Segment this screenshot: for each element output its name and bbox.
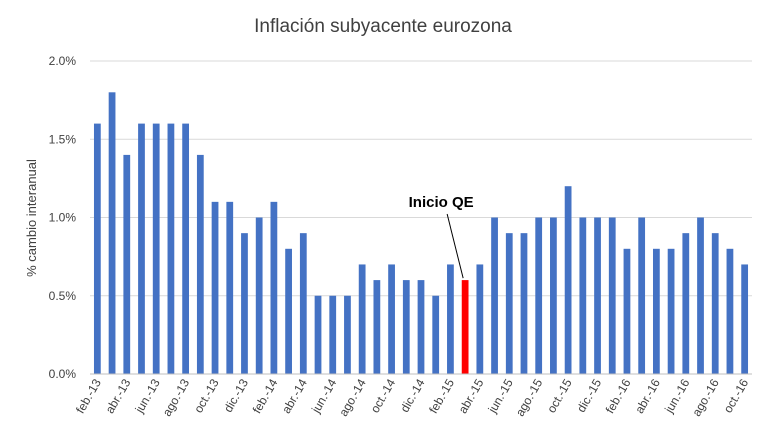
- gridlines: [90, 60, 752, 297]
- bar: [344, 295, 351, 374]
- bar: [196, 154, 204, 374]
- bar: [167, 123, 175, 374]
- bar: [447, 264, 454, 374]
- x-tick-label: feb.-16: [603, 376, 634, 416]
- bar: [491, 217, 498, 374]
- x-tick-label: ago.-13: [160, 376, 193, 419]
- bar: [550, 217, 557, 374]
- x-tick-label: dic.-14: [397, 376, 427, 414]
- x-tick-label: ago.-16: [689, 376, 722, 419]
- bar: [402, 280, 410, 374]
- bar: [476, 264, 484, 374]
- x-tick-label: oct.-16: [721, 376, 752, 415]
- x-tick-label: feb.-15: [426, 376, 457, 416]
- x-tick-label: ago.-15: [513, 376, 546, 419]
- bar: [255, 217, 263, 374]
- bar: [564, 186, 572, 374]
- x-tick-label: oct.-13: [191, 376, 222, 415]
- x-tick-label: dic.-15: [574, 376, 604, 414]
- bar: [299, 233, 307, 374]
- bar: [535, 217, 543, 374]
- x-tick-label: jun.-15: [485, 376, 516, 416]
- x-tick-label: feb.-13: [73, 376, 104, 416]
- bar: [594, 217, 601, 374]
- bar: [152, 123, 160, 374]
- bar: [329, 295, 337, 374]
- bar: [667, 248, 675, 374]
- x-tick-label: jun.-14: [308, 376, 339, 416]
- bar: [623, 248, 631, 374]
- bar: [520, 233, 528, 374]
- y-tick-label: 2.0%: [49, 54, 77, 68]
- bar: [108, 92, 116, 375]
- bars: [93, 92, 749, 375]
- bar: [373, 280, 381, 374]
- bar: [241, 233, 248, 374]
- bar: [123, 154, 131, 374]
- x-tick-label: jun.-16: [661, 376, 692, 416]
- annotation-leader: [446, 213, 464, 279]
- x-tick-label: ago.-14: [336, 376, 369, 419]
- bar: [711, 233, 719, 374]
- bar: [505, 233, 513, 374]
- x-tick-label: abr.-15: [456, 376, 487, 416]
- x-tick-label: dic.-13: [221, 376, 251, 414]
- bar: [388, 264, 395, 374]
- y-tick-label: 1.0%: [49, 211, 77, 225]
- bar: [682, 233, 690, 374]
- bar: [138, 123, 145, 374]
- bar-highlight: [461, 280, 469, 374]
- bar: [726, 248, 734, 374]
- y-tick-label: 1.5%: [49, 132, 77, 146]
- x-tick-label: oct.-14: [368, 376, 399, 415]
- bar: [697, 217, 704, 374]
- y-axis-label: % cambio interanual: [24, 159, 39, 277]
- bar: [270, 201, 278, 374]
- bar: [608, 217, 616, 374]
- bar: [211, 201, 219, 374]
- chart-title: Inflación subyacente eurozona: [254, 16, 512, 37]
- bar: [741, 264, 749, 374]
- bar: [579, 217, 587, 374]
- x-tick-label: abr.-13: [103, 376, 134, 416]
- x-tick-label: abr.-14: [279, 376, 310, 416]
- x-tick-label: jun.-13: [132, 376, 163, 416]
- x-tick-label: feb.-14: [250, 376, 281, 416]
- bar: [285, 248, 292, 374]
- bar: [226, 201, 234, 374]
- bar: [432, 295, 440, 374]
- bar: [638, 217, 646, 374]
- bar: [652, 248, 660, 374]
- bar: [93, 123, 101, 374]
- y-axis-ticks: 0.0% 0.5% 1.0% 1.5% 2.0%: [49, 54, 77, 381]
- bar: [182, 123, 190, 374]
- bar: [358, 264, 366, 374]
- annotation-label: Inicio QE: [409, 194, 474, 211]
- y-tick-label: 0.5%: [49, 289, 77, 303]
- x-tick-label: oct.-15: [544, 376, 575, 415]
- bar: [314, 295, 322, 374]
- y-tick-label: 0.0%: [49, 367, 77, 381]
- bar: [417, 280, 425, 374]
- x-tick-label: abr.-16: [632, 376, 663, 416]
